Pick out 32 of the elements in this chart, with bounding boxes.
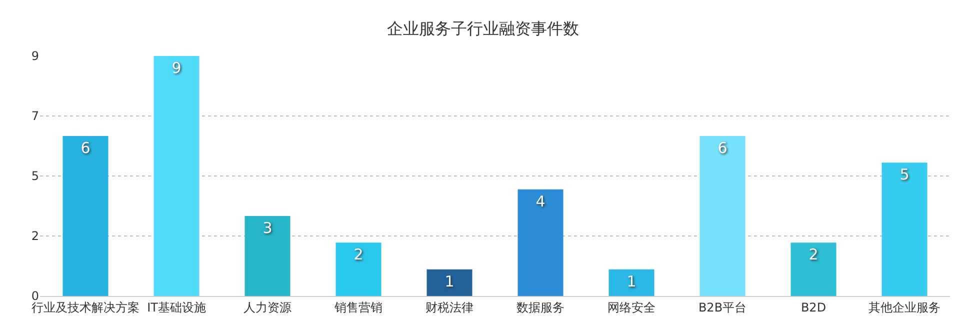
x-tick-label: 数据服务 xyxy=(516,300,564,314)
bar xyxy=(154,56,200,296)
bar xyxy=(790,242,836,296)
data-label: 4 xyxy=(536,192,546,210)
bar xyxy=(244,216,290,296)
data-label: 2 xyxy=(354,246,364,264)
x-tick-label: IT基础设施 xyxy=(147,300,206,314)
y-tick-label: 9 xyxy=(31,49,39,64)
data-label: 1 xyxy=(444,272,454,290)
x-tick-label: 网络安全 xyxy=(608,300,656,314)
bar xyxy=(336,242,382,296)
x-tick-label: 人力资源 xyxy=(244,300,292,314)
data-label: 2 xyxy=(808,246,818,264)
x-tick-label: 销售营销 xyxy=(334,300,382,314)
bar xyxy=(882,162,928,296)
x-tick-label: B2B平台 xyxy=(698,300,747,314)
data-label: 3 xyxy=(262,219,272,237)
x-tick-label: 其他企业服务 xyxy=(868,300,940,314)
data-label: 5 xyxy=(900,166,910,184)
data-label: 6 xyxy=(718,139,728,157)
x-tick-label: B2D xyxy=(800,300,826,314)
y-tick-label: 5 xyxy=(31,169,39,184)
bar xyxy=(62,136,108,296)
data-label: 9 xyxy=(172,59,182,77)
bar xyxy=(700,136,746,296)
y-tick-label: 7 xyxy=(31,109,39,124)
data-label: 6 xyxy=(80,139,90,157)
bar xyxy=(518,189,564,296)
data-label: 1 xyxy=(626,272,636,290)
y-tick-label: 2 xyxy=(31,229,39,244)
chart-title: 企业服务子行业融资事件数 xyxy=(387,19,579,38)
x-tick-label: 财税法律 xyxy=(426,300,474,314)
